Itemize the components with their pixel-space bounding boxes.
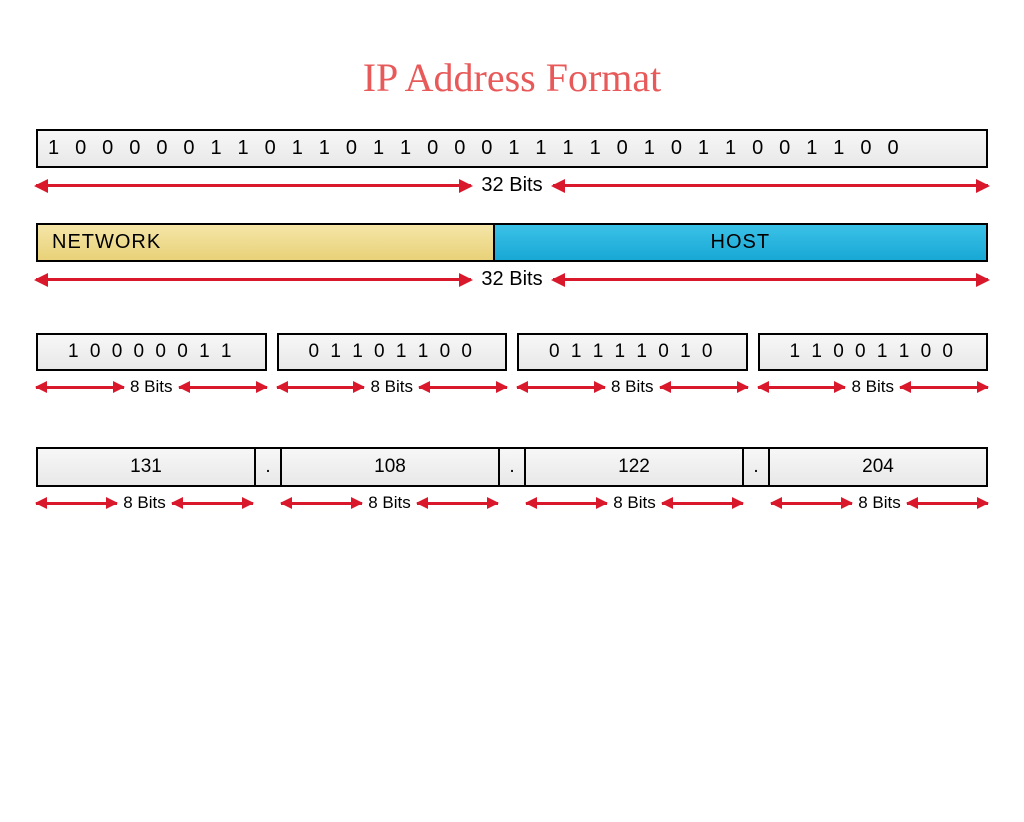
arrow-left-icon: [281, 502, 362, 505]
arrow-left-icon: [36, 184, 471, 187]
dot-separator: .: [498, 449, 526, 485]
arrow-32bits-bottom: 32 Bits: [36, 268, 988, 291]
octet-label: 8 Bits: [364, 377, 419, 397]
octet-arrow: 8 Bits: [36, 377, 267, 397]
octet-box: 1 0 0 0 0 0 1 1: [36, 333, 267, 371]
octet-arrow: 8 Bits: [526, 493, 743, 513]
host-part: HOST: [495, 225, 986, 260]
octet-arrow: 8 Bits: [517, 377, 748, 397]
dot-separator: .: [254, 449, 282, 485]
diagram-container: 1 0 0 0 0 0 1 1 0 1 1 0 1 1 0 0 0 1 1 1 …: [0, 129, 1024, 513]
arrow-right-icon: [660, 386, 748, 389]
octet-box: 0 1 1 0 1 1 0 0: [277, 333, 508, 371]
arrow-label-32bits: 32 Bits: [471, 268, 552, 291]
octet-label: 8 Bits: [117, 493, 172, 513]
network-part: NETWORK: [38, 225, 495, 260]
gap: [253, 493, 281, 513]
arrow-right-icon: [417, 502, 498, 505]
arrow-right-icon: [900, 386, 988, 389]
arrow-left-icon: [758, 386, 846, 389]
gap: [498, 493, 526, 513]
arrow-left-icon: [36, 386, 124, 389]
arrow-right-icon: [553, 184, 988, 187]
arrow-right-icon: [662, 502, 743, 505]
octet-arrow: 8 Bits: [758, 377, 989, 397]
decimal-box: 131: [38, 449, 254, 485]
octet-label: 8 Bits: [362, 493, 417, 513]
octet-label: 8 Bits: [607, 493, 662, 513]
arrow-left-icon: [771, 502, 852, 505]
arrow-left-icon: [277, 386, 365, 389]
decimal-row: 131 . 108 . 122 . 204: [36, 447, 988, 487]
octet-label: 8 Bits: [845, 377, 900, 397]
arrow-left-icon: [36, 502, 117, 505]
decimal-box: 108: [282, 449, 498, 485]
octet-box: 1 1 0 0 1 1 0 0: [758, 333, 989, 371]
arrow-right-icon: [172, 502, 253, 505]
arrow-32bits-top: 32 Bits: [36, 174, 988, 197]
arrow-left-icon: [36, 278, 471, 281]
dot-separator: .: [742, 449, 770, 485]
octet-binary-row: 1 0 0 0 0 0 1 1 0 1 1 0 1 1 0 0 0 1 1 1 …: [36, 333, 988, 371]
arrow-right-icon: [179, 386, 267, 389]
decimal-box: 204: [770, 449, 986, 485]
octet-arrow: 8 Bits: [281, 493, 498, 513]
arrow-label-32bits: 32 Bits: [471, 174, 552, 197]
octet-arrow: 8 Bits: [277, 377, 508, 397]
arrow-left-icon: [517, 386, 605, 389]
arrow-right-icon: [419, 386, 507, 389]
arrow-right-icon: [907, 502, 988, 505]
octet-arrow: 8 Bits: [36, 493, 253, 513]
octet-label: 8 Bits: [852, 493, 907, 513]
binary-32bit-row: 1 0 0 0 0 0 1 1 0 1 1 0 1 1 0 0 0 1 1 1 …: [36, 129, 988, 168]
decimal-arrows: 8 Bits 8 Bits 8 Bits 8 Bits: [36, 493, 988, 513]
network-host-row: NETWORK HOST: [36, 223, 988, 262]
octet-binary-arrows: 8 Bits 8 Bits 8 Bits 8 Bits: [36, 377, 988, 397]
octet-arrow: 8 Bits: [771, 493, 988, 513]
diagram-title: IP Address Format: [0, 54, 1024, 101]
arrow-left-icon: [526, 502, 607, 505]
gap: [743, 493, 771, 513]
octet-label: 8 Bits: [124, 377, 179, 397]
decimal-box: 122: [526, 449, 742, 485]
octet-box: 0 1 1 1 1 0 1 0: [517, 333, 748, 371]
octet-label: 8 Bits: [605, 377, 660, 397]
arrow-right-icon: [553, 278, 988, 281]
